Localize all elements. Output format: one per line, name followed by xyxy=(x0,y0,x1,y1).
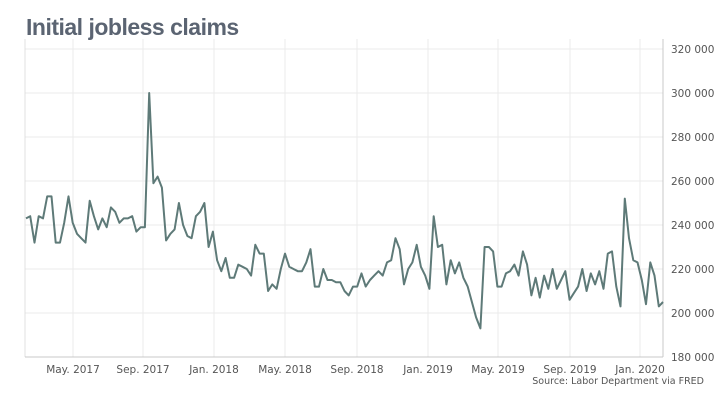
y-tick-label: 180 000 xyxy=(671,352,714,364)
source-note: Source: Labor Department via FRED xyxy=(532,376,704,387)
x-tick-label: Sep. 2019 xyxy=(543,364,596,376)
chart-title: Initial jobless claims xyxy=(26,14,239,40)
y-tick-label: 240 000 xyxy=(671,220,714,232)
x-tick-label: Jan. 2020 xyxy=(614,364,665,376)
y-tick-label: 260 000 xyxy=(671,176,714,188)
y-tick-label: 220 000 xyxy=(671,264,714,276)
y-tick-label: 280 000 xyxy=(671,132,714,144)
x-tick-label: Jan. 2018 xyxy=(188,364,239,376)
y-tick-label: 320 000 xyxy=(671,44,714,56)
x-tick-label: Sep. 2018 xyxy=(330,364,383,376)
x-tick-label: May. 2017 xyxy=(46,364,100,376)
y-tick-label: 300 000 xyxy=(671,88,714,100)
x-tick-label: Sep. 2017 xyxy=(116,364,169,376)
series-line xyxy=(25,92,664,330)
x-tick-label: Jan. 2019 xyxy=(402,364,453,376)
y-tick-label: 200 000 xyxy=(671,308,714,320)
x-tick-label: May. 2018 xyxy=(258,364,312,376)
x-tick-label: May. 2019 xyxy=(471,364,525,376)
